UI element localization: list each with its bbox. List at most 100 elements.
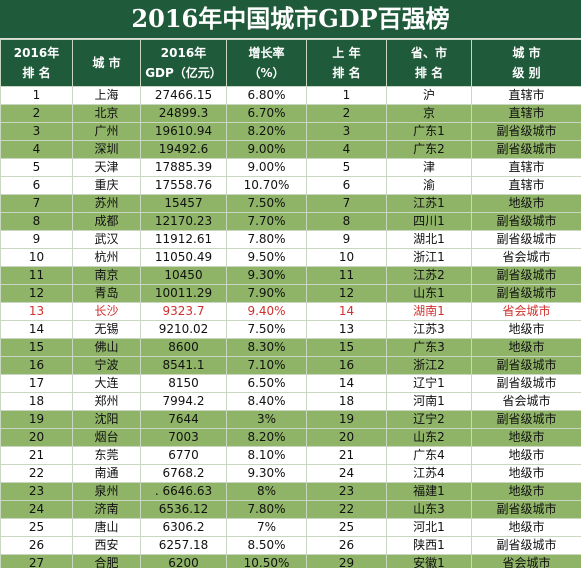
table-cell: 广东3 (386, 338, 472, 357)
table-cell: 地级市 (471, 338, 581, 357)
table-cell: 浙江1 (386, 248, 472, 267)
table-cell: 8600 (140, 338, 227, 357)
table-cell: 24 (306, 464, 387, 483)
table-cell: 16 (306, 356, 387, 375)
table-row: 7 苏州 15457 7.50% 7 江苏1 地级市 (0, 194, 581, 213)
table-cell: 京 (386, 104, 472, 123)
table-cell: 广州 (72, 122, 141, 141)
table-cell: 6 (306, 176, 387, 195)
table-cell: 山东3 (386, 500, 472, 519)
table-cell: 3 (306, 122, 387, 141)
table-cell: 9.30% (226, 464, 307, 483)
table-cell: 16 (0, 356, 73, 375)
header-line: 上 年 (332, 46, 361, 60)
table-cell: 21 (306, 446, 387, 465)
table-cell: 河南1 (386, 392, 472, 411)
header-line: 2016年 (13, 46, 60, 60)
header-line: GDP（亿元） (145, 66, 222, 80)
table-cell: 27 (0, 554, 73, 568)
table-cell: 渝 (386, 176, 472, 195)
header-line: （%） (248, 66, 285, 80)
table-cell: 3% (226, 410, 307, 429)
table-cell: 3 (0, 122, 73, 141)
table-row: 27 合肥 6200 10.50% 29 安徽1 省会城市 (0, 554, 581, 568)
table-cell: 9.00% (226, 140, 307, 159)
table-row: 11 南京 10450 9.30% 11 江苏2 副省级城市 (0, 266, 581, 285)
table-cell: 6.80% (226, 86, 307, 105)
table-cell: 9.40% (226, 302, 307, 321)
table-cell: 6 (0, 176, 73, 195)
table-cell: 12 (306, 284, 387, 303)
table-row: 1 上海 27466.15 6.80% 1 沪直辖市 (0, 86, 581, 105)
table-row: 16 宁波 8541.1 7.10% 16 浙江2 副省级城市 (0, 356, 581, 375)
table-cell: . 6646.63 (140, 482, 227, 501)
table-cell: 15 (306, 338, 387, 357)
table-cell: 23 (0, 482, 73, 501)
column-header: 城 市 (72, 39, 141, 87)
table-cell: 副省级城市 (471, 500, 581, 519)
table-cell: 11 (0, 266, 73, 285)
table-cell: 7.70% (226, 212, 307, 231)
table-cell: 9210.02 (140, 320, 227, 339)
header-line: 城 市 (512, 46, 541, 60)
table-cell: 6768.2 (140, 464, 227, 483)
table-cell: 地级市 (471, 320, 581, 339)
table-cell: 北京 (72, 104, 141, 123)
table-cell: 河北1 (386, 518, 472, 537)
header-line: 排 名 (332, 66, 361, 80)
table-cell: 26 (306, 536, 387, 555)
table-cell: 4 (306, 140, 387, 159)
table-cell: 副省级城市 (471, 356, 581, 375)
table-cell: 10.70% (226, 176, 307, 195)
table-cell: 23 (306, 482, 387, 501)
table-row: 24 济南 6536.12 7.80% 22 山东3 副省级城市 (0, 500, 581, 519)
table-cell: 成都 (72, 212, 141, 231)
table-cell: 省会城市 (471, 392, 581, 411)
table-cell: 8% (226, 482, 307, 501)
table-cell: 副省级城市 (471, 536, 581, 555)
table-cell: 7.50% (226, 320, 307, 339)
table-cell: 7% (226, 518, 307, 537)
table-cell: 天津 (72, 158, 141, 177)
table-cell: 7.10% (226, 356, 307, 375)
table-cell: 津 (386, 158, 472, 177)
table-cell: 7644 (140, 410, 227, 429)
table-cell: 18 (306, 392, 387, 411)
table-cell: 8.30% (226, 338, 307, 357)
table-cell: 广东4 (386, 446, 472, 465)
header-line: 城 市 (92, 56, 121, 70)
table-cell: 4 (0, 140, 73, 159)
table-cell: 郑州 (72, 392, 141, 411)
table-cell: 11912.61 (140, 230, 227, 249)
table-cell: 17558.76 (140, 176, 227, 195)
table-cell: 10 (306, 248, 387, 267)
gdp-table: 2016年排 名城 市 2016年 GDP（亿元） 增长率 （%）上 年排 名省、市排 … (0, 39, 581, 568)
header-line: 排 名 (414, 66, 444, 80)
table-cell: 江苏2 (386, 266, 472, 285)
table-cell: 7.80% (226, 230, 307, 249)
table-cell: 四川1 (386, 212, 472, 231)
table-cell: 安徽1 (386, 554, 472, 568)
table-cell: 省会城市 (471, 554, 581, 568)
table-cell: 大连 (72, 374, 141, 393)
table-cell: 12170.23 (140, 212, 227, 231)
table-cell: 广东1 (386, 122, 472, 141)
table-cell: 佛山 (72, 338, 141, 357)
table-cell: 地级市 (471, 482, 581, 501)
title: 2016年中国城市GDP百强榜 (0, 0, 581, 39)
table-cell: 直辖市 (471, 104, 581, 123)
table-cell: 9323.7 (140, 302, 227, 321)
table-cell: 21 (0, 446, 73, 465)
table-cell: 6.50% (226, 374, 307, 393)
table-cell: 18 (0, 392, 73, 411)
table-row: 12 青岛 10011.29 7.90% 12 山东1 副省级城市 (0, 284, 581, 303)
table-cell: 6200 (140, 554, 227, 568)
header-line: 增长率 (248, 46, 285, 60)
table-row: 17 大连 8150 6.50% 14 辽宁1 副省级城市 (0, 374, 581, 393)
table-cell: 烟台 (72, 428, 141, 447)
column-header: 2016年 GDP（亿元） (140, 39, 227, 87)
table-cell: 浙江2 (386, 356, 472, 375)
table-cell: 沪 (386, 86, 472, 105)
table-cell: 宁波 (72, 356, 141, 375)
